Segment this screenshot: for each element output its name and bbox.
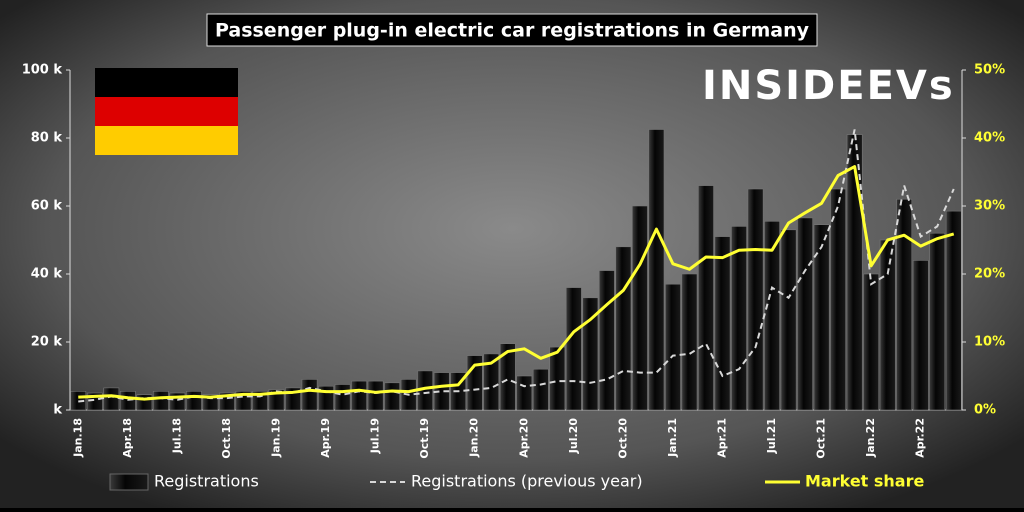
legend-label: Registrations [154, 472, 259, 491]
bar [731, 226, 747, 411]
y-tick-label: 20 k [31, 335, 63, 350]
bar [879, 239, 896, 411]
y2-tick-label: 30% [974, 199, 1005, 214]
x-tick-label: Apr.20 [517, 418, 530, 458]
y-tick-label: k [53, 403, 62, 418]
bar [615, 246, 632, 411]
flag [95, 68, 238, 155]
legend-label: Registrations (previous year) [411, 472, 643, 491]
bar [780, 229, 797, 411]
bar [648, 129, 665, 411]
x-tick-label: Jul.19 [369, 418, 382, 454]
y-tick-label: 40 k [31, 267, 63, 282]
x-tick-label: Apr.21 [715, 418, 728, 458]
x-tick-label: Oct.20 [616, 418, 629, 459]
bar [549, 346, 566, 411]
legend-swatch [109, 473, 149, 491]
x-tick-label: Apr.18 [121, 418, 134, 458]
bar [747, 188, 764, 411]
line [78, 129, 955, 403]
bar [665, 283, 681, 411]
flag-stripe [95, 126, 238, 155]
bar [185, 390, 202, 411]
title-box [206, 13, 818, 47]
bar [929, 232, 946, 411]
bar [945, 210, 962, 411]
y-tick-label: 100 k [22, 63, 63, 78]
bar [103, 387, 120, 411]
x-tick-label: Apr.19 [319, 418, 332, 458]
bar [565, 287, 582, 411]
y2-tick-label: 0% [974, 403, 996, 418]
flag-stripe [95, 97, 238, 126]
logo: INSIDEEVs [702, 63, 955, 109]
y-tick-label: 80 k [31, 131, 63, 146]
chart-title: Passenger plug-in electric car registrat… [215, 20, 810, 42]
bar [830, 188, 847, 411]
bar [136, 394, 153, 411]
flag-stripe [95, 68, 238, 97]
bar [631, 205, 648, 411]
bar [152, 390, 169, 411]
bar [384, 382, 401, 411]
x-tick-label: Jan.21 [666, 418, 679, 458]
plot: k 20 k 40 k 60 k 80 k 100 k 0% 10% 20% 30% 40% 50% J… [22, 63, 1005, 459]
x-tick-label: Jan.20 [468, 418, 481, 458]
bar [698, 185, 714, 411]
x-tick-label: Jan.22 [864, 418, 877, 458]
x-tick-label: Jul.18 [170, 418, 183, 454]
legend: Registrations Registrations (previous ye… [109, 472, 924, 491]
y2-tick-label: 50% [974, 63, 1005, 78]
line [78, 165, 955, 401]
y2-tick-label: 10% [974, 335, 1005, 350]
legend-label: Market share [805, 472, 924, 491]
bar [334, 384, 351, 411]
bar [813, 224, 830, 411]
bar [896, 198, 913, 411]
bar [499, 343, 516, 411]
bar [797, 217, 813, 411]
bar [516, 375, 533, 411]
x-tick-label: Jan.19 [269, 418, 282, 458]
y2-tick-label: 40% [974, 131, 1005, 146]
x-tick-label: Jul.21 [765, 418, 778, 454]
bar [912, 260, 929, 411]
bar [351, 380, 367, 411]
bar [301, 379, 318, 411]
bar [532, 368, 549, 411]
bar [252, 390, 268, 411]
bar [483, 353, 500, 411]
x-tick-label: Jul.20 [567, 418, 580, 455]
y-tick-label: 60 k [31, 199, 63, 214]
bar [598, 270, 615, 411]
x-tick-label: Oct.21 [815, 418, 828, 459]
bar [202, 394, 219, 411]
x-tick-label: Oct.18 [220, 418, 233, 459]
x-tick-label: Apr.22 [914, 418, 927, 458]
y2-tick-label: 20% [974, 267, 1005, 282]
bar [367, 380, 384, 411]
bar [863, 273, 880, 411]
bar [681, 273, 698, 411]
bar [714, 236, 731, 411]
x-tick-label: Jan.18 [71, 418, 84, 458]
x-tick-label: Oct.19 [418, 418, 431, 459]
